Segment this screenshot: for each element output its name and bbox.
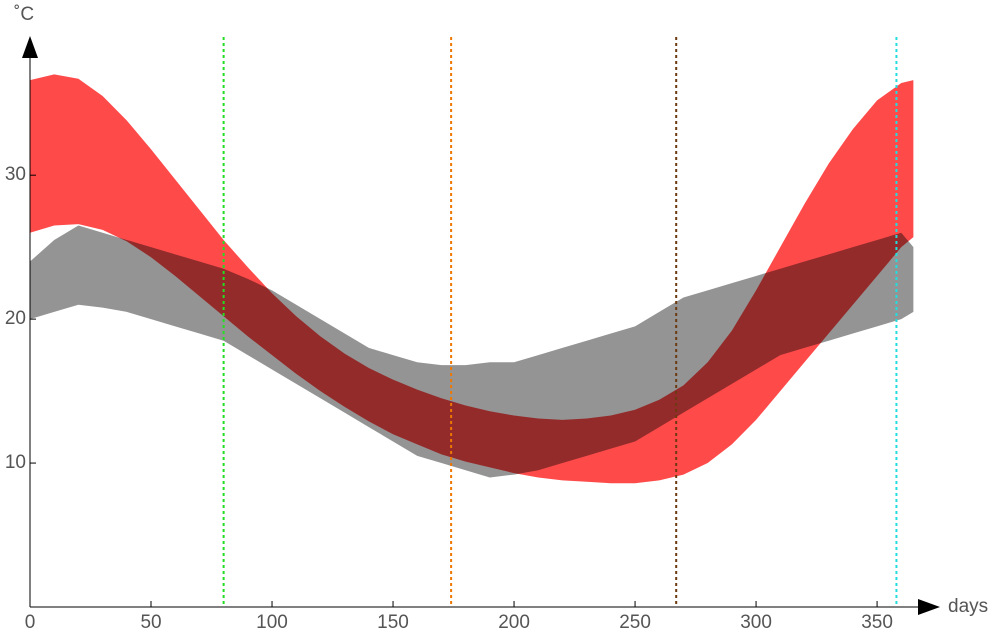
- y-tick-label: 20: [5, 308, 26, 329]
- plot-area: [30, 37, 914, 607]
- x-tick-label: 250: [619, 612, 651, 633]
- x-tick-label: 150: [377, 612, 409, 633]
- y-axis-arrow: [22, 36, 38, 58]
- x-tick-label: 0: [25, 612, 36, 633]
- x-axis-label: days: [948, 596, 988, 617]
- y-tick-label: 30: [5, 164, 26, 185]
- x-tick-label: 300: [740, 612, 772, 633]
- y-tick-label: 10: [5, 452, 26, 473]
- x-axis-arrow: [918, 599, 940, 615]
- y-axis-label: ˚C: [14, 4, 34, 25]
- x-tick-label: 350: [861, 612, 893, 633]
- x-tick-label: 100: [256, 612, 288, 633]
- x-tick-label: 200: [498, 612, 530, 633]
- x-tick-label: 50: [140, 612, 161, 633]
- band-area: [30, 74, 914, 484]
